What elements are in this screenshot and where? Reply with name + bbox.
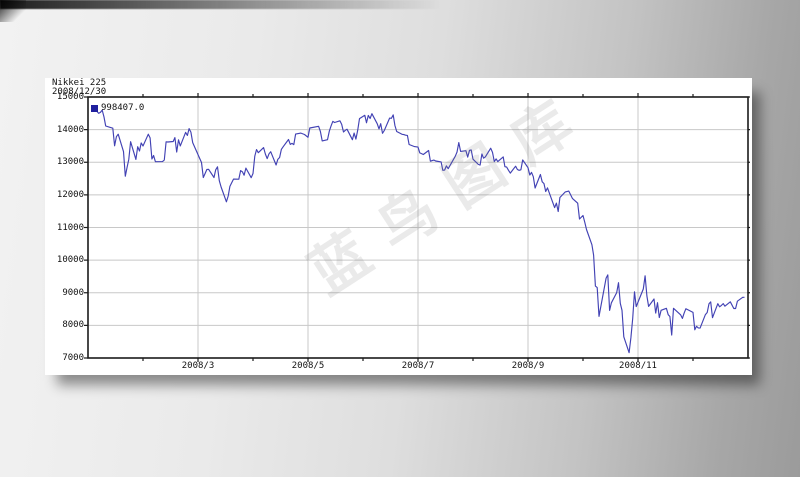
legend-series-marker-icon bbox=[91, 104, 98, 112]
x-axis-tick-label: 2008/11 bbox=[619, 361, 657, 371]
y-axis-tick-label: 13000 bbox=[56, 157, 84, 168]
y-axis-tick-label: 15000 bbox=[56, 92, 84, 102]
chart-title: Nikkei 225 2008/12/30 bbox=[52, 79, 106, 97]
y-axis-tick-label: 12000 bbox=[56, 189, 84, 200]
series-legend: 998407.0 bbox=[91, 103, 144, 113]
y-axis-tick-label: 9000 bbox=[62, 287, 84, 298]
y-axis-tick-label: 7000 bbox=[62, 353, 84, 363]
price-line-chart bbox=[84, 93, 750, 362]
x-axis-tick-label: 2008/5 bbox=[291, 361, 325, 371]
y-axis-tick-label: 14000 bbox=[56, 124, 84, 135]
plot-frame bbox=[87, 96, 749, 359]
y-axis-tick-label: 10000 bbox=[56, 255, 84, 266]
x-axis-tick-label: 2008/9 bbox=[511, 361, 545, 371]
chart-title-date: 2008/12/30 bbox=[52, 87, 107, 97]
chart-panel: Nikkei 225 2008/12/30 998407.0 15000 1400… bbox=[45, 78, 752, 375]
corner-shadow bbox=[0, 0, 26, 22]
price-line bbox=[92, 106, 745, 354]
x-axis-tick-label: 2008/7 bbox=[401, 361, 435, 371]
plot-area bbox=[84, 93, 750, 362]
chart-title-name: Nikkei 225 bbox=[52, 78, 107, 88]
y-axis-tick-label: 11000 bbox=[56, 222, 84, 233]
top-edge-shadow bbox=[0, 0, 460, 9]
legend-series-label: 998407.0 bbox=[101, 103, 145, 113]
x-axis-tick-label: 2008/3 bbox=[181, 361, 215, 371]
y-axis-tick-label: 8000 bbox=[62, 320, 84, 331]
